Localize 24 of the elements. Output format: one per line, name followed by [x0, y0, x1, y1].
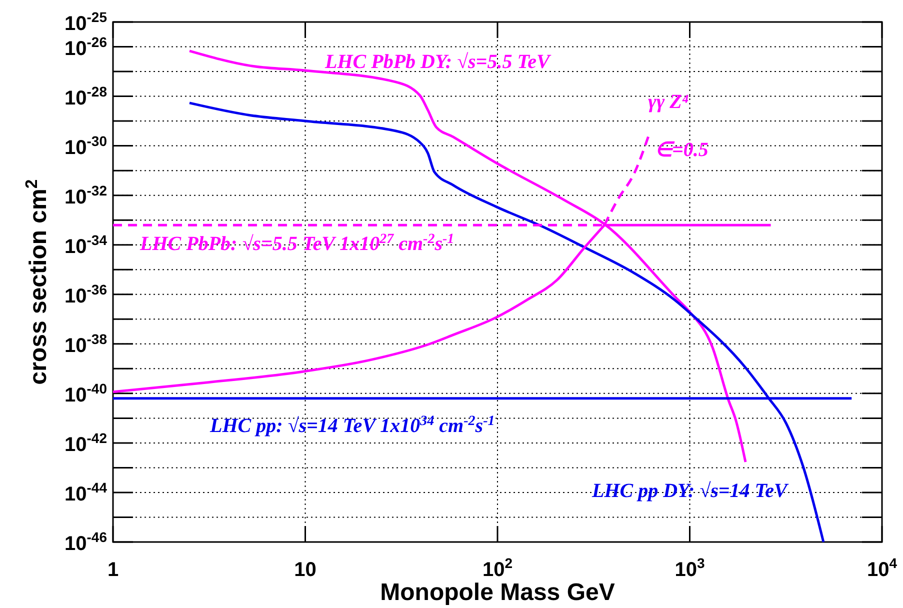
- y-tick-label: 10$^{-32}$: [64, 182, 108, 208]
- y-tick-label: 10$^{-42}$: [64, 430, 108, 456]
- y-tick-label: 10$^{-34}$: [64, 232, 108, 258]
- series-label: LHC PbPb: √s=5.5 TeV 1x10$^{27}$ cm$^{-2}$s$^{-1}$: [139, 232, 454, 255]
- series-label: LHC pp DY: √s=14 TeV: [591, 480, 790, 502]
- annotation: ∈=0.5: [655, 139, 708, 161]
- y-tick-label: 10$^{-26}$: [64, 34, 108, 60]
- y-tick-label: 10$^{-25}$: [64, 9, 108, 35]
- y-tick-label: 10$^{-46}$: [64, 529, 108, 555]
- x-tick-label: 10$^{4}$: [866, 555, 898, 581]
- y-tick-label: 10$^{-28}$: [64, 83, 108, 110]
- y-tick-label: 10$^{-44}$: [64, 479, 108, 506]
- x-tick-label: 10$^{2}$: [482, 555, 513, 581]
- x-tick-label: 10$^{3}$: [674, 555, 705, 581]
- annotation: γγ Z⁴: [648, 91, 689, 113]
- x-tick-label: 1: [107, 559, 119, 581]
- series-label: LHC pp: √s=14 TeV 1x10$^{34}$ cm$^{-2}$s$^{-1}$: [209, 414, 495, 437]
- y-tick-label: 10$^{-36}$: [64, 281, 108, 308]
- y-tick-label: 10$^{-40}$: [64, 380, 108, 406]
- y-tick-label: 10$^{-38}$: [64, 330, 108, 357]
- x-axis-title: Monopole Mass GeV: [380, 579, 615, 606]
- y-tick-label: 10$^{-30}$: [64, 132, 108, 159]
- series-label: LHC PbPb DY: √s=5.5 TeV: [324, 51, 552, 73]
- x-tick-label: 10: [294, 559, 316, 581]
